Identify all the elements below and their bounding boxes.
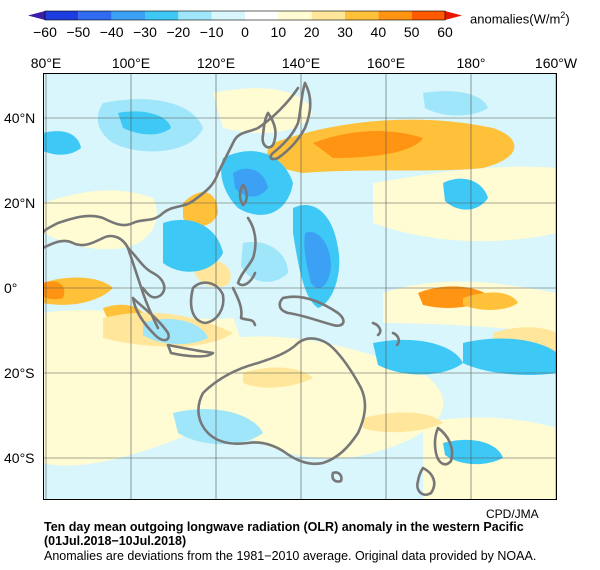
colorbar-cell	[145, 11, 179, 20]
colorbar-tick-label: 50	[403, 24, 420, 40]
colorbar-cell	[311, 11, 345, 20]
colorbar-units: anomalies(W/m2)	[470, 10, 570, 27]
colorbar-tick-label: 60	[437, 24, 453, 40]
colorbar-tick-label: 10	[270, 24, 287, 40]
lat-label-40s: 40°S	[4, 450, 35, 466]
anomaly-shading	[43, 88, 557, 500]
lon-label-160e: 160°E	[366, 55, 406, 71]
olr-anomaly-map	[43, 73, 557, 500]
colorbar-tick-label: −30	[133, 24, 157, 40]
colorbar-cell	[345, 11, 379, 20]
lat-label-20s: 20°S	[4, 365, 35, 381]
lat-label-0: 0°	[4, 280, 18, 296]
colorbar-cell	[411, 11, 445, 20]
colorbar-cell	[278, 11, 312, 20]
colorbar-tick-label: 40	[370, 24, 387, 40]
lon-label-180: 180°	[456, 55, 486, 71]
colorbar-tick-label: 20	[303, 24, 320, 40]
coastlines	[43, 81, 454, 496]
colorbar-tick-label: 0	[241, 24, 249, 40]
lat-label-40n: 40°N	[4, 110, 36, 126]
colorbar-cell	[245, 11, 279, 20]
colorbar-cell	[378, 11, 412, 20]
colorbar-tick-label: −50	[66, 24, 91, 40]
colorbar-cell	[45, 11, 79, 20]
colorbar-min-arrow	[28, 11, 45, 20]
colorbar-max-arrow	[445, 11, 462, 20]
colorbar-cell	[178, 11, 212, 20]
colorbar-cell	[111, 11, 145, 20]
colorbar	[28, 10, 462, 21]
credit-label: CPD/JMA	[486, 507, 539, 521]
lon-label-120e: 120°E	[196, 55, 236, 71]
colorbar-cell	[211, 11, 245, 20]
colorbar-tick-label: −60	[33, 24, 57, 40]
colorbar-tick-label: 30	[337, 24, 353, 40]
lon-label-80e: 80°E	[30, 55, 62, 71]
lon-label-140e: 140°E	[281, 55, 321, 71]
map-frame	[43, 73, 557, 500]
lat-label-20n: 20°N	[4, 195, 36, 211]
colorbar-tick-label: −40	[99, 24, 124, 40]
lon-label-160w: 160°W	[534, 55, 578, 71]
lon-label-100e: 100°E	[111, 55, 151, 71]
colorbar-cell	[78, 11, 112, 20]
colorbar-tick-label: −10	[199, 24, 224, 40]
colorbar-tick-label: −20	[166, 24, 191, 40]
figure-subtitle: Anomalies are deviations from the 1981−2…	[44, 549, 537, 563]
figure-title: Ten day mean outgoing longwave radiation…	[44, 520, 524, 548]
